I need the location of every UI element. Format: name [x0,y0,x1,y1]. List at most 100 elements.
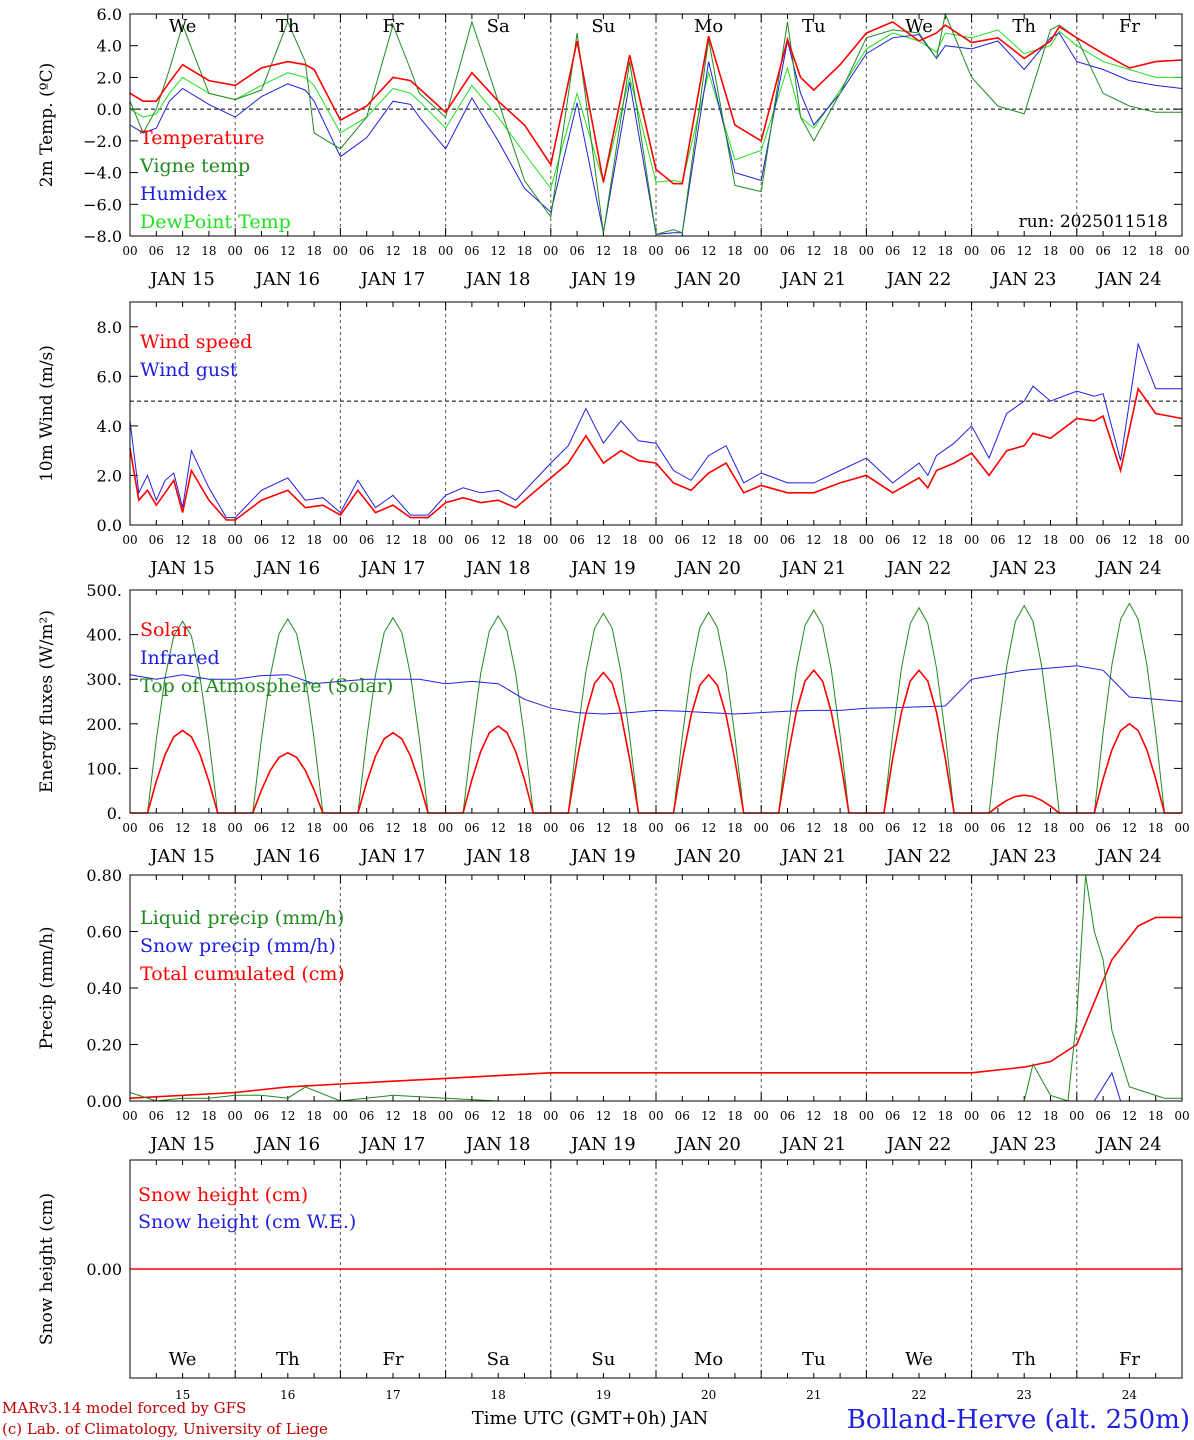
time-axis-title: Time UTC (GMT+0h) JAN [472,1408,709,1429]
y-tick-label: 0.60 [86,923,122,942]
hour-tick-label: 06 [464,533,479,547]
y-tick-label: 0.20 [86,1036,122,1055]
hour-tick-label: 00 [964,244,979,258]
hour-tick-label: 18 [727,821,742,835]
hour-tick-label: 06 [675,1109,690,1123]
date-label: JAN 21 [780,558,847,579]
hour-tick-label: 00 [1174,244,1189,258]
hour-tick-label: 06 [569,1109,584,1123]
series-line-wind-speed [129,386,1183,521]
weekday-label-bottom: Fr [1119,1349,1140,1370]
date-label: JAN 20 [674,558,741,579]
hour-tick-label: 00 [648,244,663,258]
hour-tick-label: 00 [438,244,453,258]
hour-tick-label: 18 [938,821,953,835]
hour-tick-label: 12 [1017,1109,1032,1123]
weekday-label: Sa [487,16,510,37]
hour-tick-label: 18 [517,1109,532,1123]
legend-entry: Total cumulated (cm) [140,963,345,985]
weekday-label: We [905,16,933,37]
model-credit-line: MARv3.14 model forced by GFS [2,1399,246,1417]
hour-tick-label: 00 [543,1109,558,1123]
day-number-label: 22 [911,1388,926,1402]
series-line-wind-gust [129,342,1182,519]
y-axis-title: Energy fluxes (W/m²) [37,610,57,793]
y-axis-title: Precip (mm/h) [37,926,57,1049]
hour-tick-label: 06 [675,244,690,258]
hour-tick-label: 18 [832,821,847,835]
legend-entry: Liquid precip (mm/h) [140,907,344,929]
day-number-label: 21 [806,1388,821,1402]
hour-tick-label: 00 [122,1109,137,1123]
hour-tick-label: 12 [175,821,190,835]
hour-tick-label: 00 [543,821,558,835]
hour-tick-label: 00 [754,1109,769,1123]
y-tick-label: 0.00 [86,1260,122,1279]
hour-tick-label: 06 [675,533,690,547]
hour-tick-label: 06 [149,821,164,835]
y-tick-label: 0.40 [86,979,122,998]
hour-tick-label: 12 [596,244,611,258]
series-line-dewpoint-temp [129,29,1182,190]
hour-tick-label: 18 [306,821,321,835]
day-number-label: 15 [175,1388,190,1402]
hour-tick-label: 18 [201,244,216,258]
hour-tick-label: 18 [1148,533,1163,547]
hour-tick-label: 06 [780,1109,795,1123]
hour-tick-label: 18 [938,1109,953,1123]
hour-tick-label: 18 [1148,1109,1163,1123]
x-axis-2: 00 06 12 18 00 06 12 18 00 06 12 18 00 06 12 18 00 06 12 18… [122,590,1190,867]
legend-entry: Top of Atmosphere (Solar) [140,675,393,697]
legend-entry: Temperature [140,127,264,149]
hour-tick-label: 06 [359,533,374,547]
hour-tick-label: 00 [438,821,453,835]
hour-tick-label: 18 [1043,821,1058,835]
hour-tick-label: 00 [333,533,348,547]
date-label: JAN 17 [359,269,426,290]
panel-frame-2 [129,589,1183,814]
day-number-label: 16 [280,1388,295,1402]
weekday-label: Su [591,16,615,37]
y-tick-label: 400. [86,626,122,645]
date-label: JAN 23 [990,1134,1057,1155]
y-tick-label: 6.0 [97,367,122,386]
legend-entry: Solar [140,619,192,641]
hour-tick-label: 12 [1122,1109,1137,1123]
hour-tick-label: 18 [622,533,637,547]
hour-tick-label: 18 [412,244,427,258]
hour-tick-label: 06 [254,821,269,835]
hour-tick-label: 18 [306,244,321,258]
legend-entry: Wind gust [140,359,238,381]
hour-tick-label: 06 [254,244,269,258]
y-tick-label: 2.0 [97,466,122,485]
hour-tick-label: 00 [1069,821,1084,835]
y-tick-label: 500. [86,581,122,600]
y-tick-label: 8.0 [97,318,122,337]
y-axis-3: 0.80 0.60 0.40 0.20 0.00 Precip (mm/h) [37,866,1182,1111]
hour-tick-label: 00 [228,1109,243,1123]
legend-entry: Snow precip (mm/h) [140,935,336,957]
hour-tick-label: 00 [859,821,874,835]
hour-tick-label: 12 [1017,533,1032,547]
hour-tick-label: 12 [385,244,400,258]
date-label: JAN 23 [990,846,1057,867]
hour-tick-label: 12 [280,244,295,258]
date-label: JAN 24 [1095,269,1162,290]
hour-tick-label: 06 [254,533,269,547]
date-label: JAN 16 [254,558,321,579]
legend-entry: Humidex [140,183,227,205]
date-label: JAN 18 [464,1134,531,1155]
hour-tick-label: 12 [491,821,506,835]
series-line-infrared [129,665,1183,715]
hour-tick-label: 06 [780,821,795,835]
hour-tick-label: 12 [280,533,295,547]
panel-frame-3 [129,874,1183,1102]
hour-tick-label: 06 [464,821,479,835]
weekday-label-bottom: Th [276,1349,300,1370]
hour-tick-label: 12 [175,533,190,547]
hour-tick-label: 12 [1017,821,1032,835]
hour-tick-label: 12 [911,244,926,258]
series-line-vigne-temp [129,12,1182,236]
date-label: JAN 20 [674,1134,741,1155]
